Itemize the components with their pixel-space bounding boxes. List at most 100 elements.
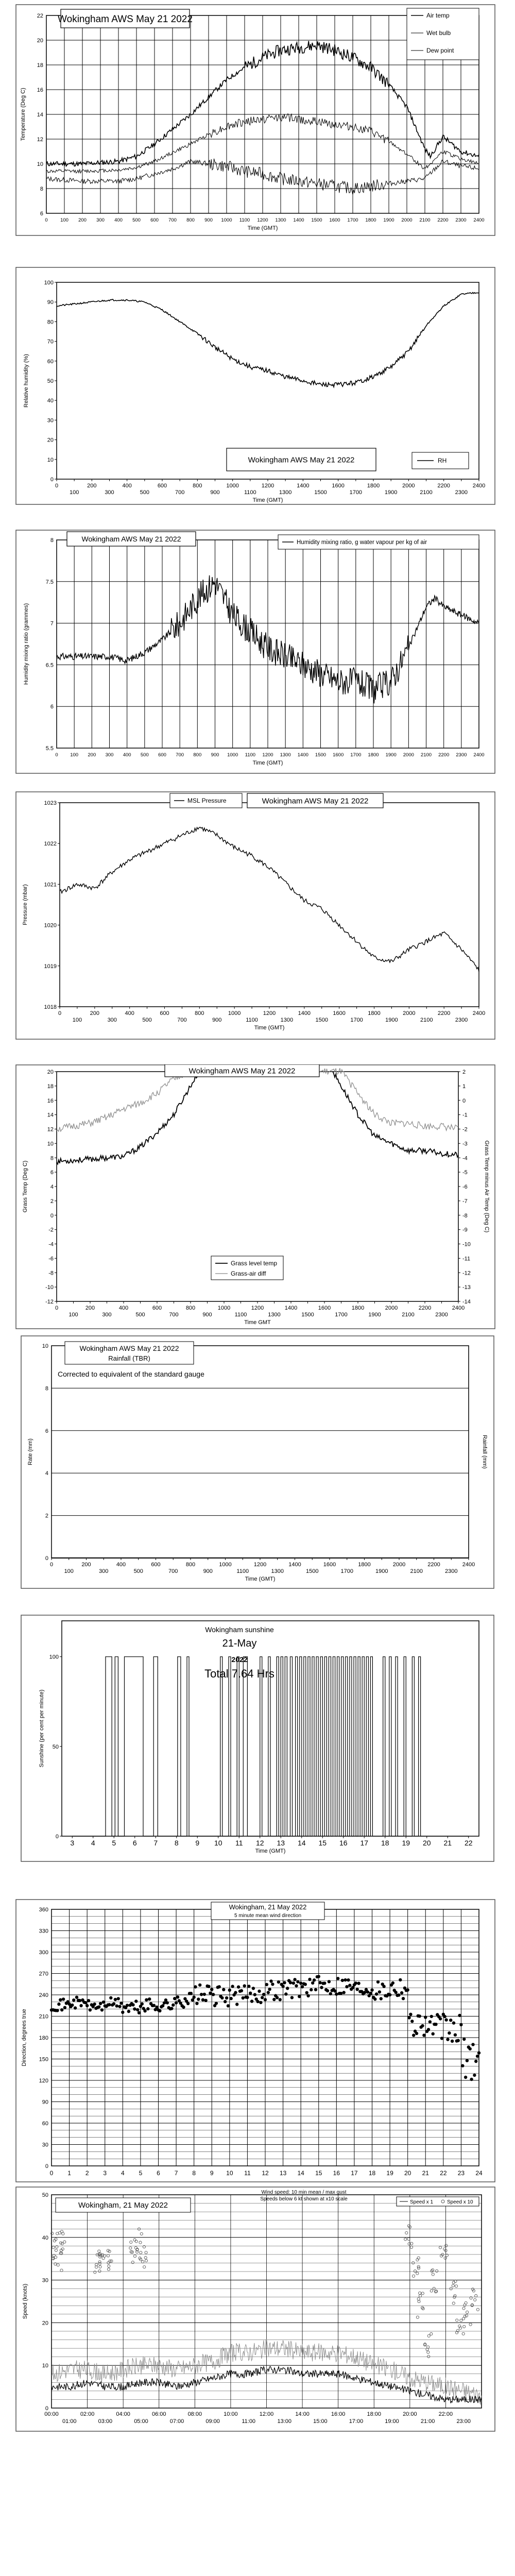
tick-label-x: 1500 — [315, 752, 326, 758]
data-point — [458, 2013, 461, 2018]
data-point — [139, 2005, 143, 2008]
tick-label-x: 100 — [68, 1312, 78, 1318]
data-point — [170, 2007, 174, 2010]
x10-marker — [129, 2250, 133, 2253]
tick-label-x: 900 — [203, 1568, 213, 1574]
data-point — [453, 2033, 457, 2037]
x10-marker — [416, 2272, 419, 2275]
data-point — [377, 1990, 382, 1994]
title-box — [211, 1902, 325, 1920]
data-point — [258, 1989, 261, 1993]
tick-label-x: 23 — [458, 2170, 465, 2177]
data-point — [367, 1994, 371, 1997]
tick-label-x: 1800 — [367, 483, 380, 489]
x10-marker — [451, 2284, 455, 2287]
tick-label-x: 7 — [153, 1839, 158, 1847]
tick-label-x: 1200 — [257, 217, 268, 223]
data-point — [336, 1977, 340, 1980]
tick-label-x: 22:00 — [439, 2411, 453, 2417]
data-point — [140, 2002, 144, 2006]
tick-label-x: 20 — [404, 2170, 411, 2177]
tick-label-x: 11:00 — [242, 2418, 255, 2425]
tick-label-x: 11 — [244, 2170, 251, 2177]
data-point — [176, 1995, 180, 1999]
data-point — [448, 2031, 451, 2035]
tick-label-x: 400 — [125, 1010, 134, 1016]
tick-label-x: 2400 — [473, 752, 484, 758]
x10-marker — [106, 2254, 110, 2258]
tick-label-x: 1800 — [352, 1305, 364, 1311]
x10-marker — [52, 2253, 56, 2257]
x10-marker — [134, 2240, 138, 2243]
y-axis-label: Temperature (Deg C) — [20, 88, 26, 141]
x10-marker — [411, 2261, 415, 2265]
data-point — [67, 2002, 71, 2006]
tick-label-x: 300 — [105, 489, 114, 496]
tick-label-y: 10 — [37, 161, 43, 167]
tick-label-x: 1300 — [279, 489, 291, 496]
data-point — [254, 1997, 258, 2001]
x10-marker — [59, 2241, 63, 2245]
tick-label-x: 8 — [175, 1839, 179, 1847]
tick-label-y2: -11 — [462, 1256, 470, 1262]
tick-label-y: 6 — [45, 1428, 48, 1434]
data-point — [277, 1980, 281, 1984]
legend-box — [278, 534, 479, 550]
x10-marker — [421, 2306, 424, 2310]
data-point — [366, 1990, 370, 1994]
y-axis-label: Direction, degrees true — [21, 2009, 27, 2066]
tick-label-x: 300 — [106, 752, 114, 758]
data-point — [314, 1988, 318, 1992]
tick-label-x: 24 — [475, 2170, 483, 2177]
tick-label-y: 0 — [45, 2163, 48, 2170]
data-point — [434, 2023, 438, 2026]
tick-label-y2: -6 — [462, 1184, 468, 1190]
chart-title: Wokingham AWS May 21 2022 — [262, 796, 369, 805]
tick-label-x: 08:00 — [188, 2411, 202, 2417]
tick-label-x: 2000 — [403, 752, 414, 758]
tick-label-x: 1200 — [262, 752, 273, 758]
data-point — [348, 1984, 352, 1987]
tick-label-y: 12 — [37, 137, 43, 143]
data-point — [183, 1997, 187, 2001]
tick-label-x: 10:00 — [224, 2411, 238, 2417]
tick-label-x: 13:00 — [278, 2418, 292, 2425]
data-point — [306, 1994, 310, 1997]
tick-label-x: 2000 — [402, 483, 415, 489]
data-point — [298, 1995, 301, 1998]
x10-marker — [98, 2262, 101, 2265]
tick-label-x: 16 — [339, 1839, 348, 1847]
data-point — [376, 1980, 380, 1984]
legend-label: Grass-air diff — [231, 1270, 266, 1277]
x10-marker — [101, 2253, 105, 2257]
tick-label-x: 2100 — [419, 217, 430, 223]
x10-marker — [133, 2255, 137, 2258]
tick-label-x: 1900 — [375, 1568, 388, 1574]
x-axis-label: Time (GMT) — [253, 497, 283, 503]
tick-label-x: 1700 — [350, 752, 361, 758]
tick-label-y: 330 — [39, 1928, 48, 1935]
x10-marker — [129, 2240, 133, 2244]
data-point — [288, 1981, 293, 1985]
x-axis-label: Time (GMT) — [254, 1025, 285, 1031]
chart-title: Wokingham AWS May 21 2022 — [189, 1066, 296, 1075]
x10-marker — [98, 2252, 102, 2256]
x-axis-label: Time (GMT) — [255, 1848, 286, 1854]
tick-label-x: 2100 — [421, 752, 432, 758]
data-point — [459, 2023, 463, 2027]
data-point — [421, 2024, 424, 2028]
x10-marker — [418, 2294, 422, 2298]
x10-marker — [110, 2259, 113, 2263]
data-point — [145, 1998, 148, 2002]
tick-label-x: 900 — [204, 217, 213, 223]
tick-label-x: 700 — [176, 752, 184, 758]
tick-label-x: 1700 — [350, 489, 362, 496]
data-point — [296, 1980, 300, 1984]
data-point — [79, 2004, 83, 2008]
data-point — [281, 1985, 285, 1988]
chart-year: 2022 — [231, 1655, 247, 1664]
data-point — [412, 2033, 416, 2037]
x10-marker — [416, 2315, 419, 2319]
tick-label-y: 6.5 — [46, 662, 54, 668]
tick-label-y: 150 — [39, 2057, 48, 2063]
